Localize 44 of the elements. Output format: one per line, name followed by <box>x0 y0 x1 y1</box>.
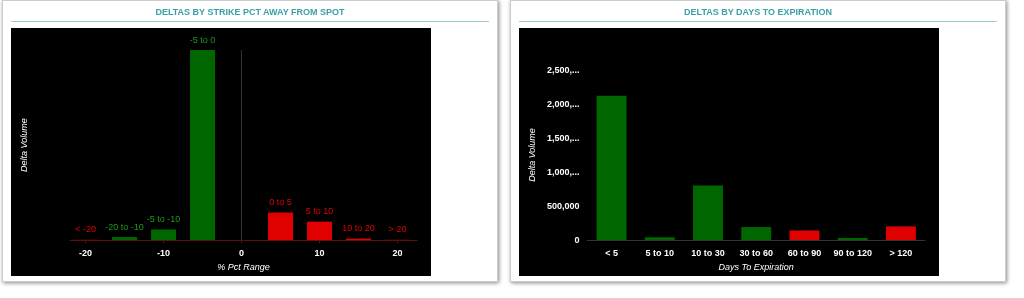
x-tick-label: 0 <box>239 247 245 258</box>
chart-title: DELTAS BY STRIKE PCT AWAY FROM SPOT <box>11 7 489 22</box>
x-tick-label: 5 to 10 <box>645 247 675 258</box>
bar <box>741 227 772 240</box>
bar <box>789 230 820 240</box>
chart-title: DELTAS BY DAYS TO EXPIRATION <box>519 7 997 22</box>
annotation: 5 to 10 <box>305 206 334 217</box>
annotation: -5 to 0 <box>189 34 216 45</box>
y-tick-label: 2,000,... <box>546 99 580 109</box>
x-tick-label: 60 to 90 <box>787 247 822 258</box>
annotation: -5 to -10 <box>146 213 181 224</box>
x-tick-label: 10 to 30 <box>691 247 725 258</box>
annotation: 0 to 5 <box>269 197 292 208</box>
y-tick-label: 1,000,... <box>546 167 580 177</box>
bar <box>268 212 294 241</box>
annotation: < -20 <box>75 224 96 235</box>
bar <box>644 237 675 240</box>
annotation: 10 to 20 <box>342 223 375 234</box>
x-tick-label: > 120 <box>889 247 913 258</box>
y-tick-label: 2,500,... <box>546 65 580 75</box>
annotation: -20 to -10 <box>105 221 144 232</box>
x-tick-label: 10 <box>314 247 325 258</box>
bar <box>307 221 333 241</box>
x-axis-title: % Pct Range <box>217 261 270 272</box>
bar <box>112 237 138 241</box>
x-tick-label: 20 <box>392 247 403 258</box>
y-axis-title: Delta Volume <box>526 128 537 182</box>
bar <box>190 50 216 241</box>
x-tick-label: < 5 <box>605 247 618 258</box>
bar <box>693 185 723 240</box>
bar <box>885 226 916 240</box>
bar <box>151 229 177 241</box>
y-tick-label: 1,500,... <box>546 133 580 143</box>
y-tick-label: 0 <box>574 235 580 245</box>
annotation: > 20 <box>388 224 407 235</box>
x-axis-title: Days To Expiration <box>718 261 794 272</box>
x-tick-label: 30 to 60 <box>739 247 773 258</box>
y-tick-label: 500,000 <box>546 201 580 211</box>
bar <box>837 237 868 240</box>
x-tick-label: 90 to 120 <box>833 247 872 258</box>
y-axis-title: Delta Volume <box>18 118 29 172</box>
x-tick-label: -20 <box>79 247 93 258</box>
x-tick-label: -10 <box>157 247 171 258</box>
bar <box>596 95 627 240</box>
